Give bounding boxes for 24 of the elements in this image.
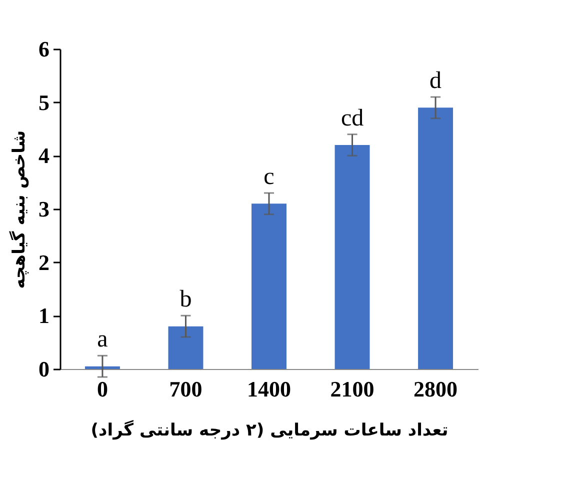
y-tick-label: 2: [38, 250, 50, 275]
y-tick-label: 5: [38, 90, 50, 115]
x-tick-label: 2100: [330, 376, 374, 402]
y-tick-label: 6: [38, 36, 50, 62]
y-tick-label: 3: [38, 196, 50, 222]
y-tick-label: 1: [38, 303, 50, 328]
bar: [84, 366, 120, 369]
y-tick-label: 4: [38, 143, 50, 168]
bar: [334, 145, 370, 369]
x-axis-title: تعداد ساعات سرمایی (۲ درجه سانتی گراد): [90, 420, 448, 440]
annotation: c: [264, 164, 274, 190]
bar: [252, 204, 286, 369]
annotation: b: [180, 286, 192, 313]
annotation: d: [430, 68, 442, 94]
annotation: a: [97, 326, 108, 353]
annotation: cd: [340, 105, 364, 132]
bar: [168, 326, 204, 369]
x-tick-label: 0: [96, 376, 108, 402]
y-axis-title: شاخص بنیه گیاهچه: [8, 130, 30, 289]
x-tick-label: 2800: [414, 376, 458, 402]
x-tick-label: 1400: [247, 376, 291, 402]
y-tick-label: 0: [38, 356, 50, 382]
bar: [418, 108, 454, 369]
x-tick-label: 700: [169, 376, 202, 402]
